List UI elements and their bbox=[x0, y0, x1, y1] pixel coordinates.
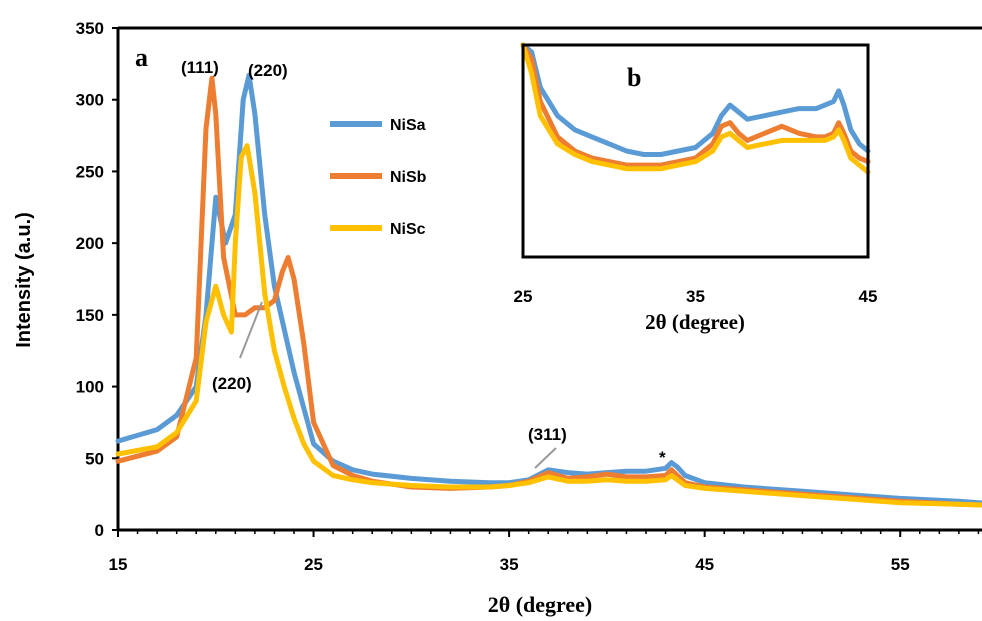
main-series bbox=[115, 72, 982, 508]
legend-label-nisc: NiSc bbox=[390, 221, 426, 238]
panel-label-b: b bbox=[627, 63, 641, 92]
annotation-220-top: (220) bbox=[248, 61, 288, 80]
y-tick-label: 300 bbox=[76, 91, 104, 110]
x-axis-title: 2θ (degree) bbox=[488, 592, 593, 617]
series-line-nisc bbox=[115, 143, 982, 508]
y-tick-label: 200 bbox=[76, 234, 104, 253]
legend-label-nisb: NiSb bbox=[390, 169, 427, 186]
annotation-311: (311) bbox=[528, 425, 567, 444]
inset-x-tick-label: 45 bbox=[859, 287, 878, 306]
x-tick-label: 15 bbox=[109, 555, 128, 574]
inset-series-line-nisb bbox=[520, 42, 871, 168]
main-ticks: 0 50 100 150 200 250 300 350 15 25 35 45 55 bbox=[76, 19, 980, 574]
legend: NiSa NiSb NiSc bbox=[330, 117, 427, 238]
inset-x-tick-label: 35 bbox=[686, 287, 705, 306]
annotation-star: * bbox=[659, 448, 666, 467]
x-tick-label: 55 bbox=[891, 555, 910, 574]
inset-x-tick-label: 25 bbox=[514, 287, 533, 306]
x-tick-label: 25 bbox=[304, 555, 323, 574]
y-tick-label: 50 bbox=[85, 449, 104, 468]
panel-label-a: a bbox=[135, 43, 148, 72]
inset-series-line-nisa bbox=[520, 42, 871, 157]
series-line-nisa bbox=[115, 72, 982, 506]
x-tick-label: 45 bbox=[695, 555, 714, 574]
inset-series-line-nisc bbox=[520, 42, 871, 175]
y-axis-title: Intensity (a.u.) bbox=[13, 212, 35, 348]
annotation-220-low-leader bbox=[239, 301, 263, 359]
y-tick-label: 100 bbox=[76, 378, 104, 397]
y-tick-label: 350 bbox=[76, 19, 104, 38]
legend-label-nisa: NiSa bbox=[390, 117, 426, 134]
y-tick-label: 150 bbox=[76, 306, 104, 325]
inset-series bbox=[520, 42, 871, 175]
main-axes bbox=[116, 26, 982, 532]
inset-x-axis-title: 2θ (degree) bbox=[645, 310, 745, 334]
annotation-111: (111) bbox=[181, 58, 219, 77]
y-tick-label: 250 bbox=[76, 162, 104, 181]
annotation-311-leader bbox=[534, 447, 557, 469]
inset-ticks: 25 35 45 bbox=[514, 287, 878, 306]
x-tick-label: 35 bbox=[500, 555, 519, 574]
inset-panel: 25 35 45 b 2θ (degree) bbox=[514, 42, 878, 334]
y-tick-label: 0 bbox=[95, 521, 104, 540]
annotation-220-low: (220) bbox=[212, 374, 252, 393]
